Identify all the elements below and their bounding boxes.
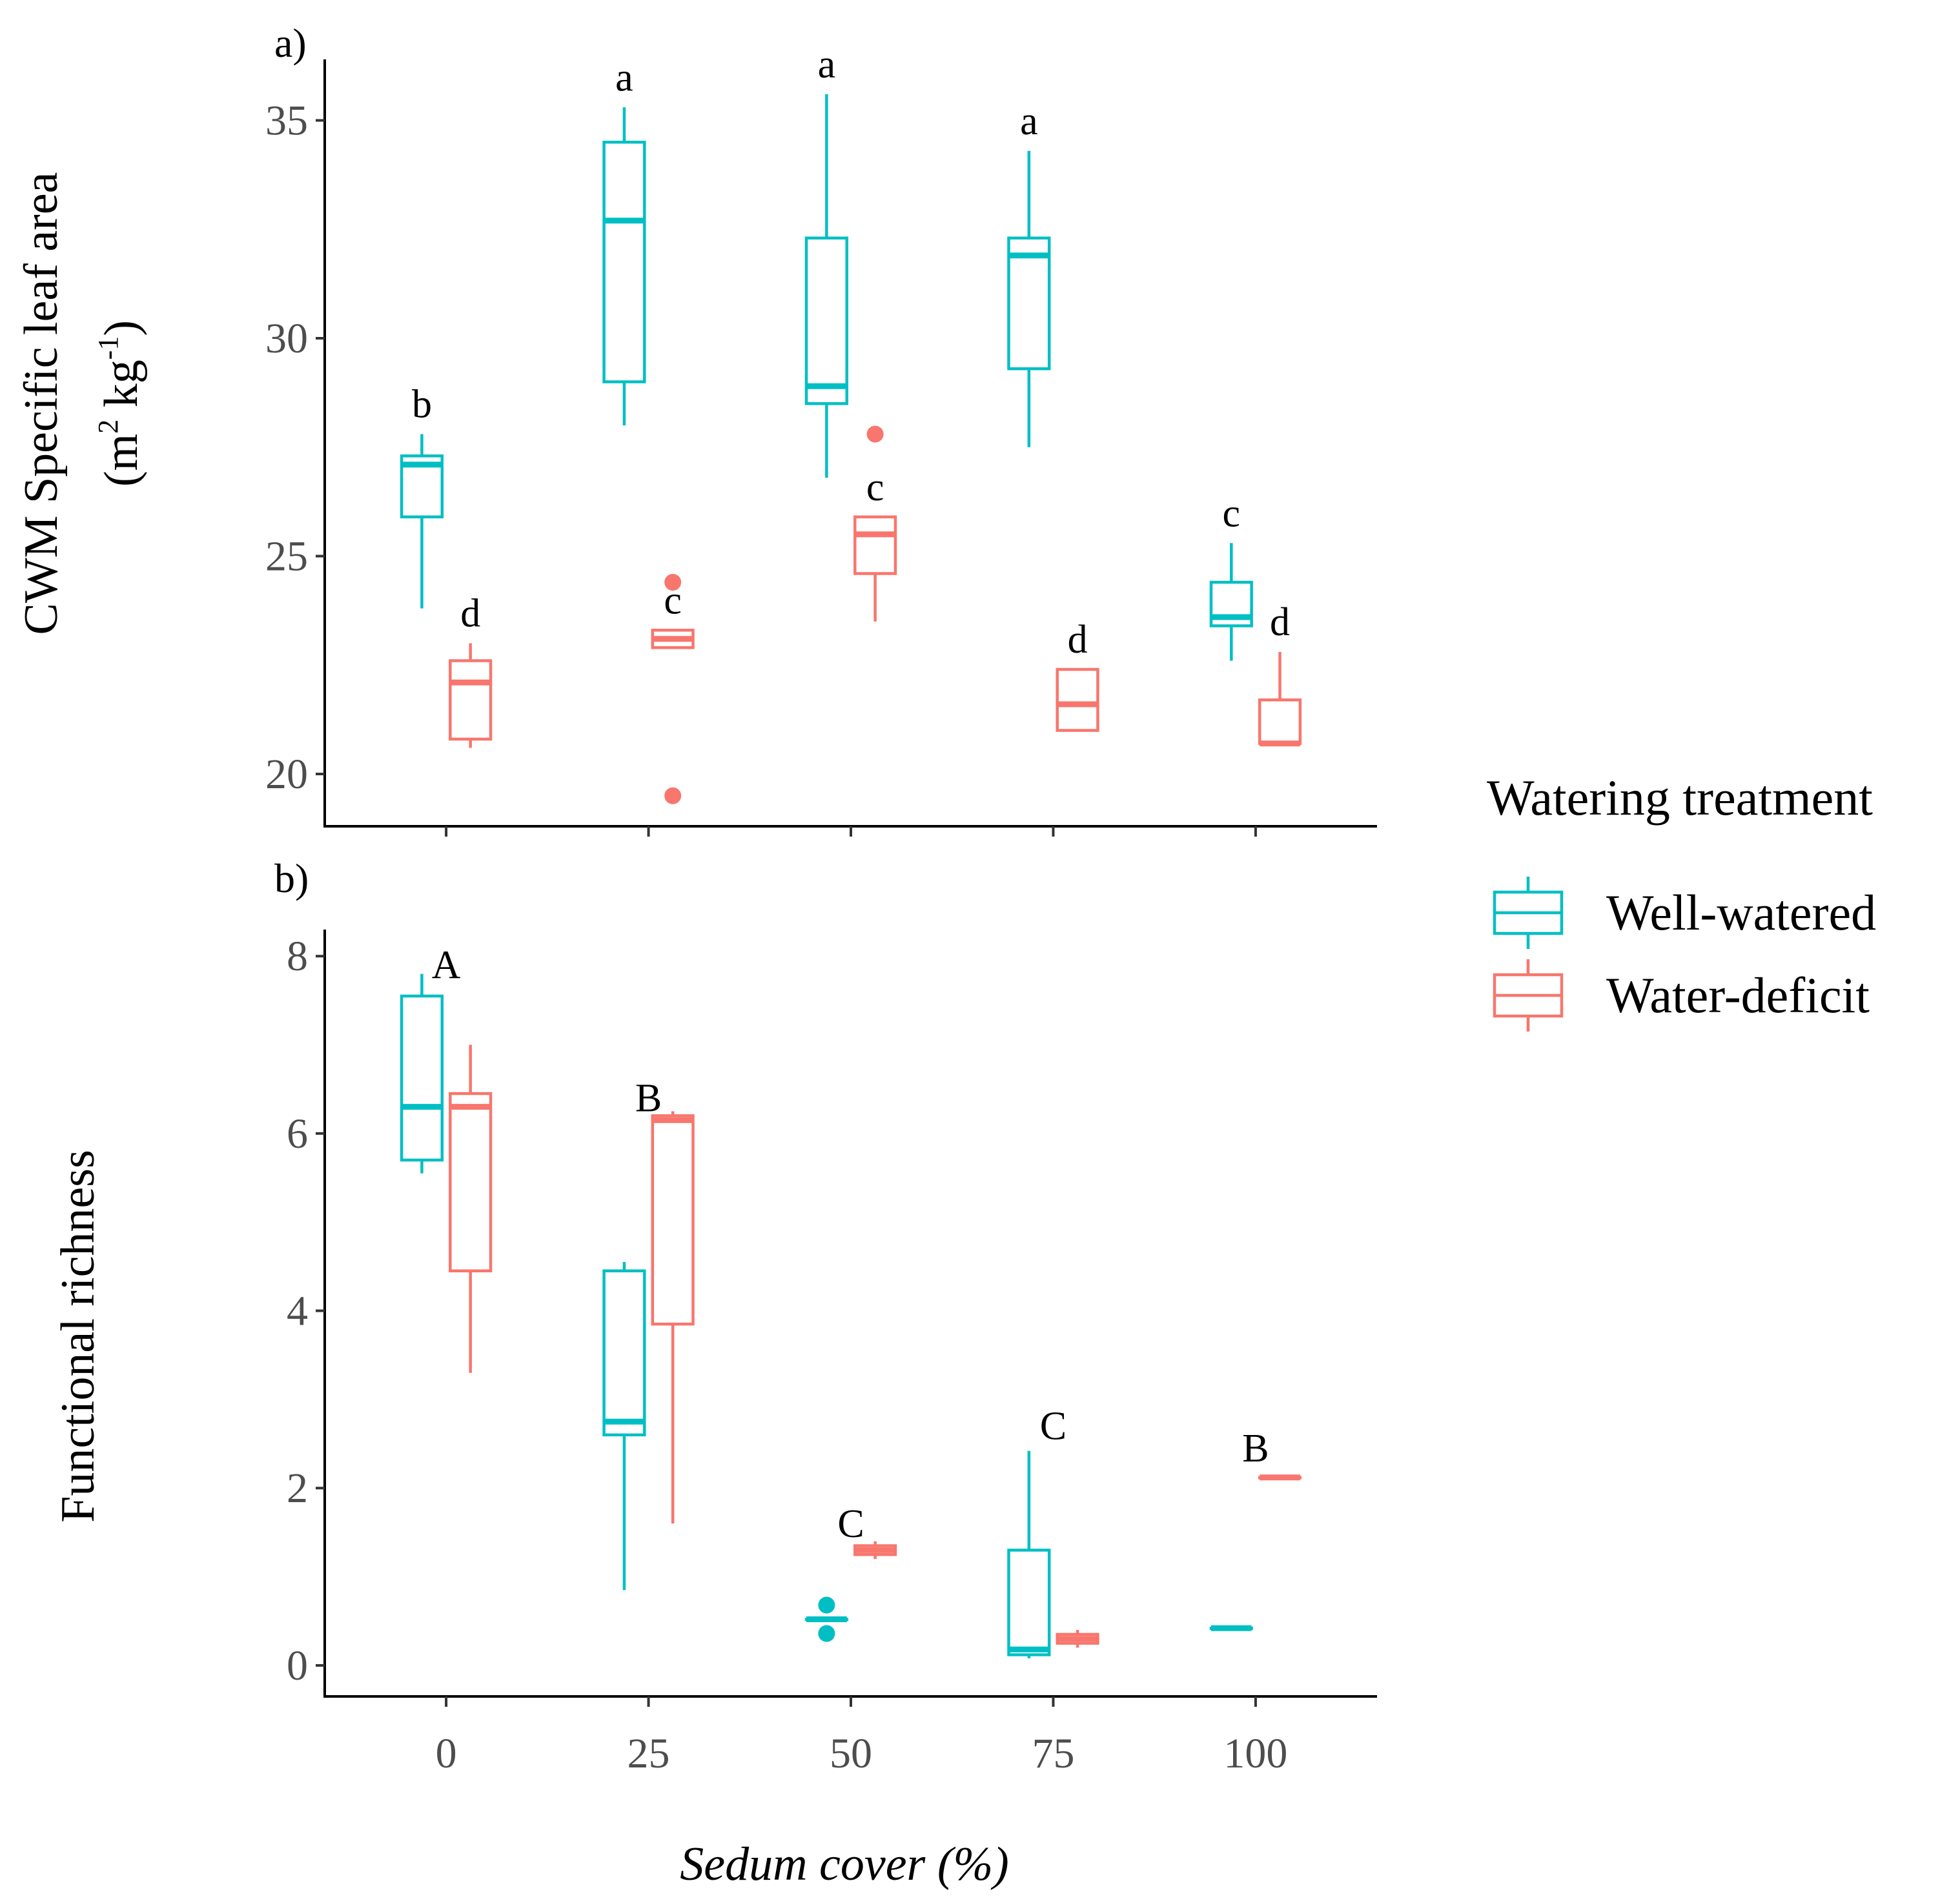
box-body: [602, 1269, 646, 1437]
x-tick-label: 75: [1032, 1730, 1074, 1777]
sig-letter: b: [412, 383, 432, 427]
box-body: [602, 141, 646, 383]
panel-b-marks: A B C C B: [400, 944, 1302, 1658]
panel-a-tag: a): [274, 20, 307, 66]
box-well-watered-100: [1209, 1625, 1253, 1631]
box-water-deficit-100: d: [1258, 600, 1302, 747]
box-body: [804, 236, 848, 405]
sig-letter: c: [866, 465, 884, 509]
sig-letter: d: [1270, 600, 1290, 644]
sig-letter: a: [615, 56, 633, 99]
sig-letter: c: [1223, 491, 1241, 535]
panel-b-x-ticks: 0 25 50 75 100: [436, 1696, 1287, 1777]
y-tick-label: 20: [265, 751, 308, 798]
panel-a-y-axis-title: CWM Specific leaf area: [15, 172, 68, 635]
box-body: [449, 1092, 493, 1273]
box-body: [1007, 236, 1051, 371]
y-tick-label: 2: [287, 1465, 308, 1512]
units-sup-2: -1: [92, 336, 124, 360]
y-tick-label: 0: [287, 1642, 308, 1689]
sig-letter: c: [664, 578, 682, 622]
units-close: ): [95, 320, 148, 336]
box-body: [400, 994, 444, 1162]
box-body: [853, 515, 897, 575]
sig-letter: a: [818, 43, 836, 86]
group-letter: A: [432, 944, 461, 988]
box-well-watered-50: a: [804, 43, 848, 478]
panel-a-marks: b a a a c d c c d d: [400, 43, 1302, 804]
box-water-deficit-50: [853, 1541, 897, 1560]
box-water-deficit-25: [651, 1111, 695, 1524]
units-open: (m: [95, 434, 148, 487]
legend-item-water-deficit: Water-deficit: [1493, 959, 1870, 1032]
x-axis-title: Sedum cover (%): [680, 1838, 1009, 1891]
box-well-watered-75: a: [1007, 99, 1051, 447]
group-letter: B: [635, 1077, 662, 1121]
box-well-watered-100: c: [1209, 491, 1253, 661]
outlier-point: [664, 574, 682, 591]
panel-b-y-ticks: 0 2 4 6 8: [287, 933, 325, 1689]
box-water-deficit-75: [1056, 1629, 1099, 1648]
x-tick-label: 100: [1223, 1730, 1287, 1777]
units-mid: kg: [95, 360, 148, 420]
units-sup-1: 2: [92, 420, 124, 434]
legend-title: Watering treatment: [1487, 769, 1873, 826]
panel-a-y-ticks: 20 25 30 35: [265, 97, 325, 798]
panel-b-tag: b): [274, 855, 309, 901]
panel-b-y-axis-title: Functional richness: [52, 1150, 105, 1523]
box-body: [1056, 667, 1099, 732]
box-well-watered-25: [602, 1262, 646, 1591]
panel-a: a) CWM Specific leaf area (m2 kg-1) 20 25…: [15, 20, 1377, 837]
panel-a-y-axis-units: (m2 kg-1): [92, 320, 148, 487]
box-well-watered-0: [400, 973, 444, 1174]
box-water-deficit-25: c: [651, 574, 695, 804]
sig-letter: d: [460, 592, 480, 636]
panel-a-x-ticks: [445, 826, 1257, 837]
sig-letter: a: [1020, 99, 1038, 143]
box-water-deficit-0: [449, 1044, 493, 1373]
group-letter: B: [1242, 1427, 1269, 1470]
outlier-point: [866, 425, 884, 443]
box-well-watered-25: a: [602, 56, 646, 425]
outlier-point: [818, 1625, 835, 1642]
box-well-watered-0: b: [400, 383, 444, 609]
legend-label: Water-deficit: [1606, 967, 1870, 1023]
legend-label: Well-watered: [1606, 884, 1876, 941]
box-body: [449, 659, 493, 741]
box-water-deficit-75: d: [1056, 618, 1099, 732]
legend: Watering treatment Well-watered Water-def…: [1487, 769, 1876, 1032]
box-well-watered-50: [804, 1596, 848, 1642]
legend-items: Well-watered Water-deficit: [1493, 877, 1876, 1032]
y-tick-label: 25: [265, 533, 308, 580]
y-tick-label: 35: [265, 97, 308, 145]
box-water-deficit-50: c: [853, 425, 897, 622]
y-tick-label: 4: [287, 1288, 308, 1335]
box-body: [1007, 1549, 1051, 1656]
group-letter: C: [837, 1502, 864, 1546]
x-tick-label: 0: [436, 1730, 457, 1777]
x-tick-label: 25: [628, 1730, 670, 1777]
box-well-watered-75: [1007, 1450, 1051, 1658]
box-water-deficit-0: d: [449, 592, 493, 748]
y-tick-label: 6: [287, 1110, 308, 1157]
outlier-point: [664, 787, 682, 804]
sig-letter: d: [1068, 618, 1088, 662]
box-body: [651, 1114, 695, 1326]
outlier-point: [818, 1596, 835, 1614]
x-tick-label: 50: [830, 1730, 872, 1777]
group-letter: C: [1040, 1405, 1067, 1449]
box-body: [1258, 698, 1302, 745]
y-tick-label: 30: [265, 315, 308, 362]
legend-item-well-watered: Well-watered: [1493, 877, 1876, 949]
y-tick-label: 8: [287, 933, 308, 980]
